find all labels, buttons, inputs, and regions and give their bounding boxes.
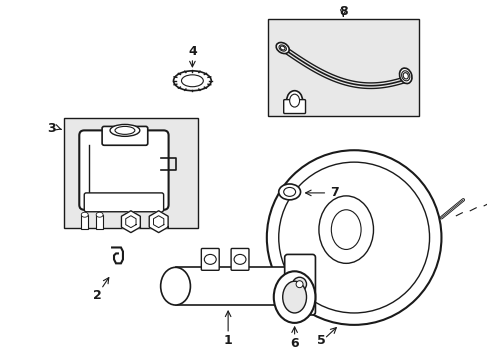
Text: 2: 2 (93, 289, 102, 302)
FancyBboxPatch shape (102, 126, 147, 145)
Ellipse shape (289, 94, 299, 107)
Text: 6: 6 (290, 337, 298, 350)
Ellipse shape (318, 196, 373, 264)
FancyBboxPatch shape (201, 248, 219, 270)
Ellipse shape (96, 212, 103, 217)
Ellipse shape (204, 255, 216, 264)
Ellipse shape (296, 281, 303, 288)
Ellipse shape (292, 277, 306, 291)
FancyBboxPatch shape (231, 248, 248, 270)
Text: 5: 5 (316, 334, 325, 347)
Bar (175, 267, 304, 305)
Ellipse shape (110, 125, 140, 136)
Text: 1: 1 (224, 334, 232, 347)
Text: 8: 8 (338, 5, 347, 18)
Bar (81, 215, 88, 229)
Ellipse shape (234, 255, 245, 264)
Text: 7: 7 (329, 186, 338, 199)
Circle shape (266, 150, 441, 325)
Ellipse shape (161, 267, 190, 305)
Bar (64, 118, 198, 228)
Ellipse shape (278, 184, 300, 200)
Text: 3: 3 (47, 122, 56, 135)
Ellipse shape (273, 271, 315, 323)
Ellipse shape (276, 42, 288, 54)
Polygon shape (121, 211, 140, 233)
Ellipse shape (286, 91, 302, 111)
Ellipse shape (283, 188, 295, 196)
Ellipse shape (331, 210, 360, 249)
Circle shape (278, 162, 428, 313)
Polygon shape (149, 211, 168, 233)
Ellipse shape (173, 71, 211, 91)
Bar (96, 215, 103, 229)
FancyBboxPatch shape (284, 255, 315, 315)
Ellipse shape (181, 75, 203, 87)
Bar (267, 19, 418, 116)
FancyBboxPatch shape (79, 130, 168, 210)
Ellipse shape (115, 126, 135, 134)
FancyBboxPatch shape (283, 100, 305, 113)
Ellipse shape (399, 68, 411, 84)
Text: 4: 4 (188, 45, 196, 58)
Ellipse shape (282, 281, 306, 313)
FancyBboxPatch shape (84, 193, 163, 212)
Ellipse shape (81, 212, 88, 217)
